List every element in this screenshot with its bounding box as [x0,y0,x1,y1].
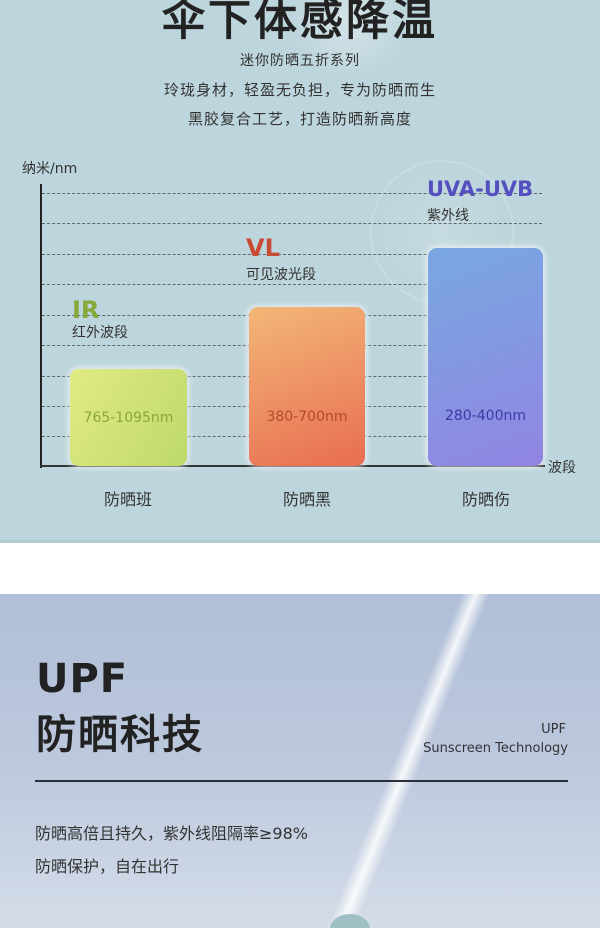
band-label-uv: 紫外线 [427,208,469,224]
light-beam [312,594,495,928]
upf-heading-cn: 防晒科技 [36,712,204,758]
gridline [42,223,542,224]
divider [35,780,568,782]
side-label-tech: Sunscreen Technology [423,741,568,756]
upf-section: UPF 防晒科技 UPF Sunscreen Technology 防晒高倍且持… [0,594,600,928]
y-axis-label: 纳米/nm [22,161,78,177]
umbrella-tip-image [330,914,370,928]
band-code-uv: UVA-UVB [427,177,534,201]
x-axis [40,465,545,467]
bar-uv: 280-400nm [428,248,543,466]
section-title: 伞下体感降温 [162,0,438,46]
bar-value-label: 380-700nm [266,408,348,425]
bar-value-label: 280-400nm [444,408,526,424]
x-axis-label: 波段 [548,460,576,476]
cooling-section: 伞下体感降温 迷你防晒五折系列 玲珑身材，轻盈无负担，专为防晒而生 黑胶复合工艺… [0,0,600,543]
feature-line-1: 玲珑身材，轻盈无负担，专为防晒而生 [163,81,436,99]
gridline [42,193,542,194]
description-line-2: 防晒保护，自在出行 [35,857,180,876]
category-label: 防晒伤 [461,490,510,509]
series-subtitle: 迷你防晒五折系列 [240,53,360,69]
side-label-upf: UPF [541,722,566,737]
upf-heading: UPF [36,656,129,702]
feature-line-2: 黑胶复合工艺，打造防晒新高度 [187,110,412,128]
y-axis [40,184,42,468]
gridline [42,284,542,285]
band-label-vl: 可见波光段 [246,267,316,283]
category-label: 防晒黑 [282,490,331,509]
bar-value-label: 765-1095nm [83,409,174,426]
bar-vl: 380-700nm [249,307,365,466]
category-label: 防晒班 [103,490,152,509]
band-label-ir: 红外波段 [72,325,128,341]
band-code-vl: VL [246,234,280,262]
bar-ir: 765-1095nm [70,369,187,466]
gridline [42,254,542,255]
description-line-1: 防晒高倍且持久，紫外线阻隔率≥98% [35,824,308,843]
band-code-ir: IR [72,296,100,324]
